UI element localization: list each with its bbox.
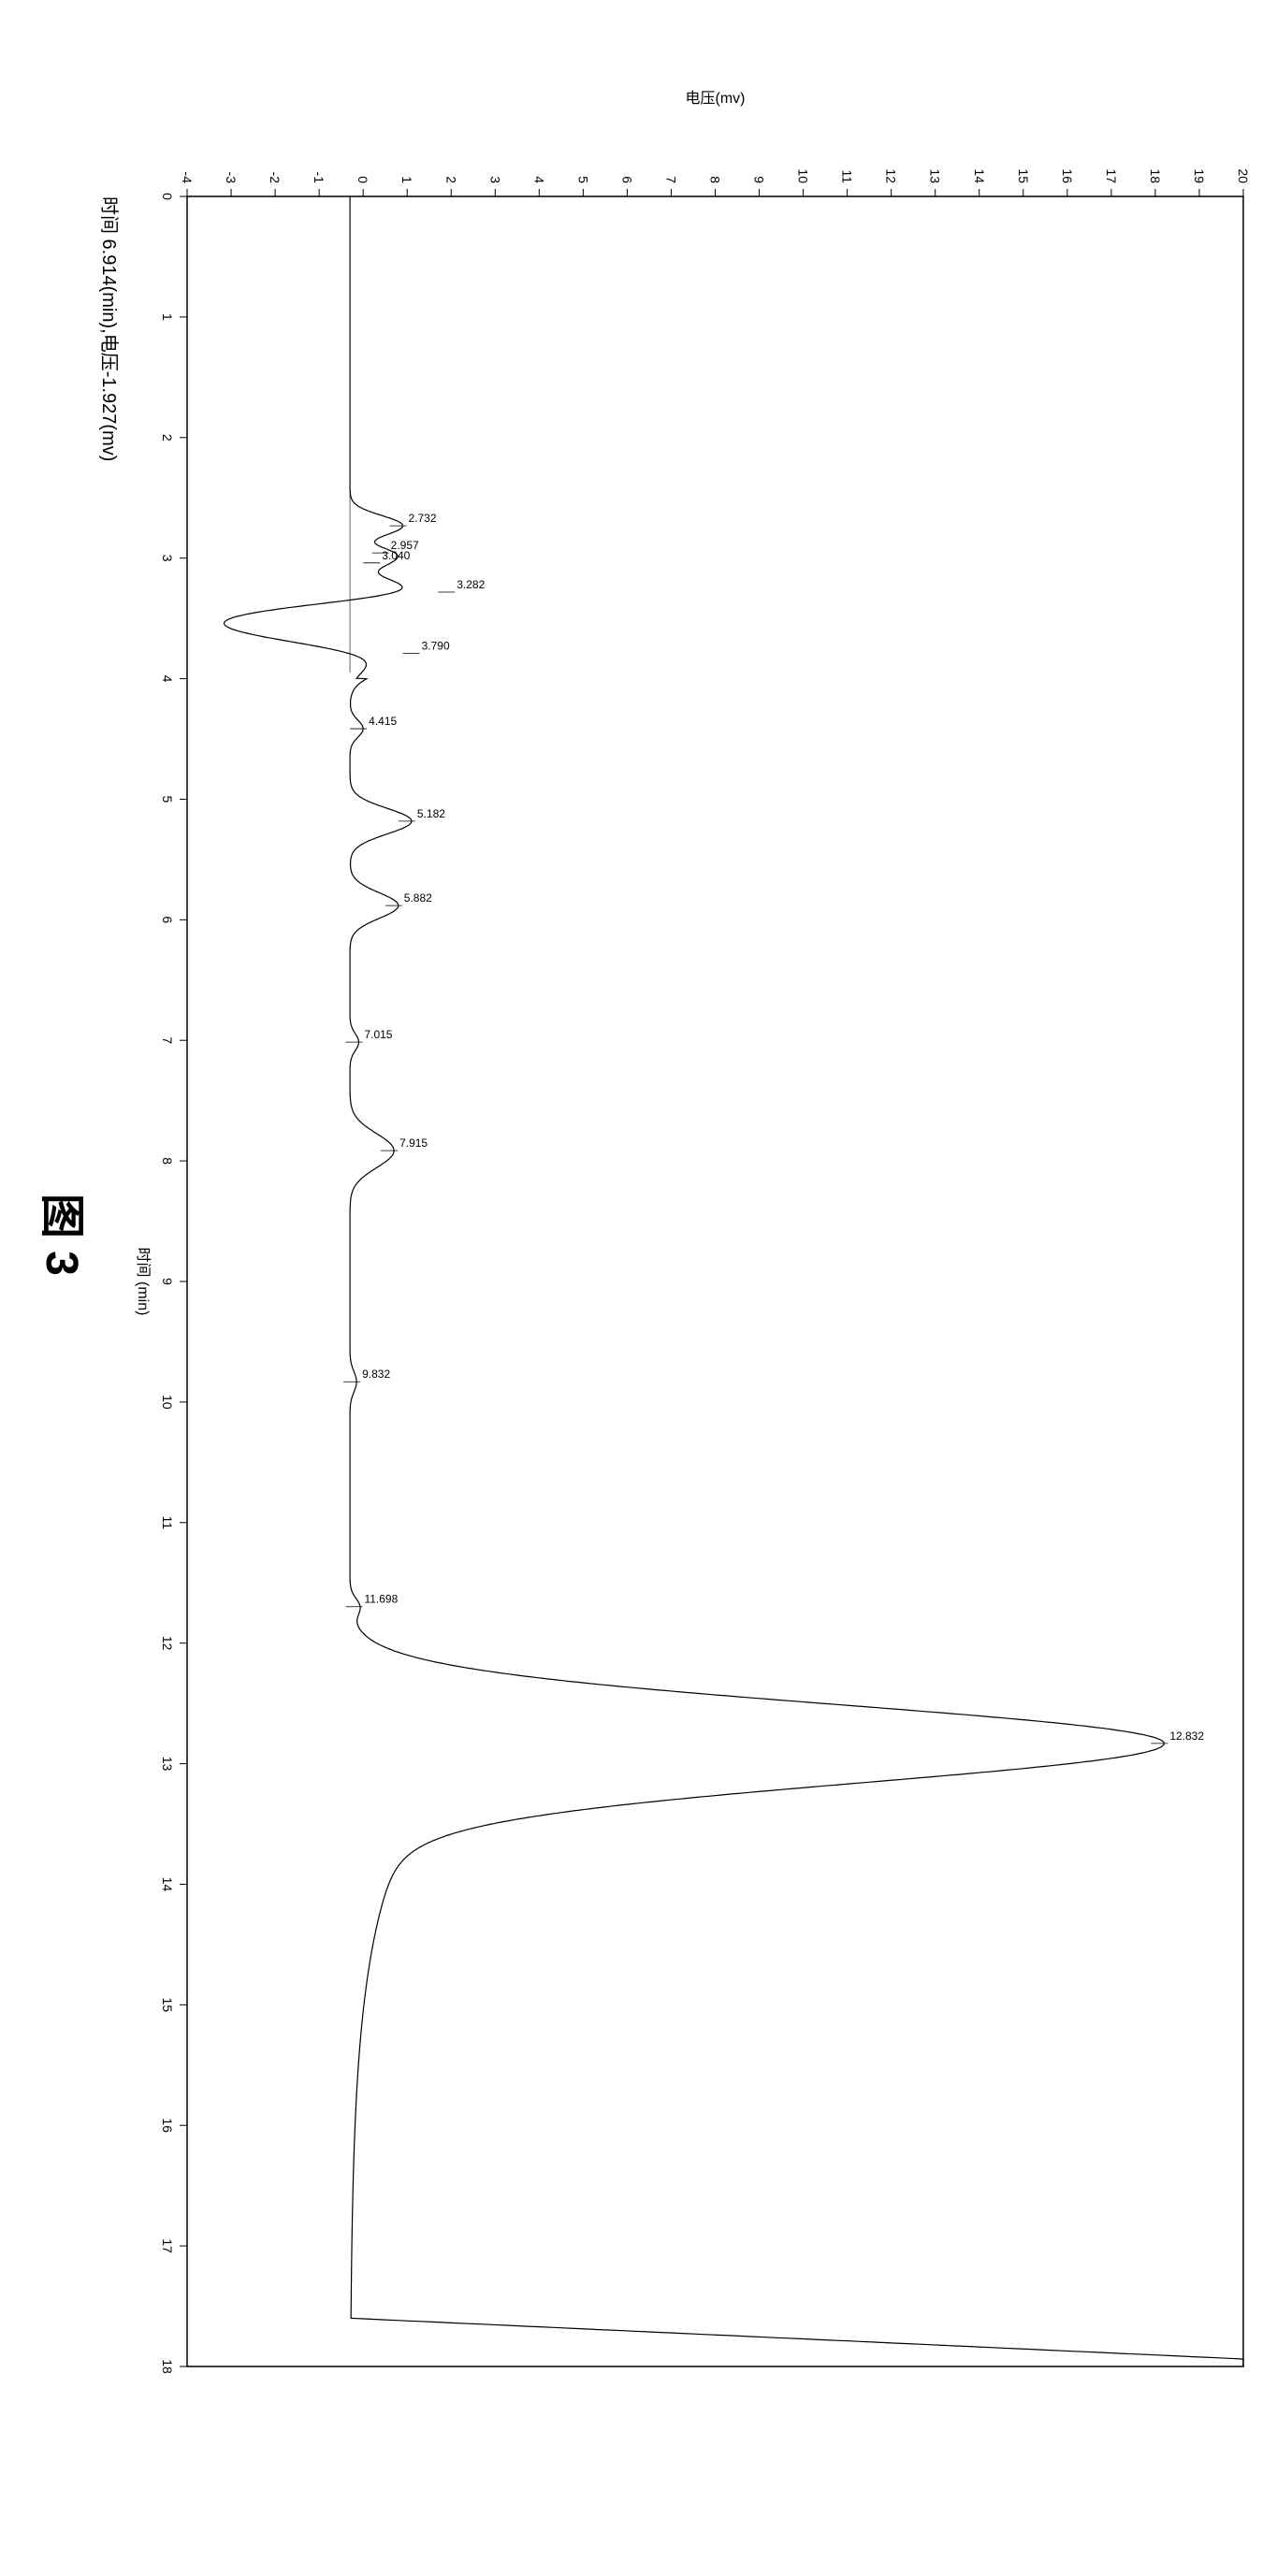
svg-text:20: 20 bbox=[1236, 168, 1251, 183]
svg-text:7: 7 bbox=[663, 176, 678, 183]
svg-text:4.415: 4.415 bbox=[369, 715, 397, 728]
svg-text:19: 19 bbox=[1192, 168, 1207, 183]
svg-text:0: 0 bbox=[355, 176, 370, 183]
chart-inner: -4-3-2-101234567891011121314151617181920… bbox=[19, 65, 1262, 2404]
svg-text:-2: -2 bbox=[268, 172, 283, 184]
svg-text:8: 8 bbox=[160, 1157, 175, 1165]
svg-text:11: 11 bbox=[840, 169, 855, 183]
svg-text:12: 12 bbox=[884, 168, 899, 183]
svg-text:4: 4 bbox=[531, 176, 546, 183]
svg-text:6: 6 bbox=[160, 916, 175, 923]
svg-text:3.790: 3.790 bbox=[422, 639, 450, 652]
svg-text:5.882: 5.882 bbox=[404, 891, 432, 904]
svg-text:-4: -4 bbox=[180, 172, 195, 184]
svg-text:8: 8 bbox=[708, 176, 723, 183]
svg-text:时间 6.914(min),电压-1.927(mv): 时间 6.914(min),电压-1.927(mv) bbox=[98, 196, 120, 461]
svg-text:16: 16 bbox=[160, 2118, 175, 2133]
svg-text:6: 6 bbox=[619, 176, 634, 183]
svg-text:10: 10 bbox=[160, 1395, 175, 1410]
svg-text:-1: -1 bbox=[312, 172, 326, 184]
svg-text:2.732: 2.732 bbox=[409, 512, 437, 525]
svg-text:1: 1 bbox=[399, 176, 414, 183]
rotated-chart-container: -4-3-2-101234567891011121314151617181920… bbox=[0, 65, 1262, 1327]
svg-text:4: 4 bbox=[160, 675, 175, 683]
svg-text:18: 18 bbox=[1148, 168, 1163, 183]
svg-text:5: 5 bbox=[160, 796, 175, 803]
page: -4-3-2-101234567891011121314151617181920… bbox=[19, 19, 1262, 2557]
svg-text:12: 12 bbox=[160, 1636, 175, 1651]
svg-text:3: 3 bbox=[487, 176, 502, 183]
svg-text:15: 15 bbox=[1016, 168, 1031, 183]
svg-text:12.832: 12.832 bbox=[1169, 1729, 1204, 1743]
svg-text:图 3: 图 3 bbox=[36, 1194, 86, 1276]
svg-text:10: 10 bbox=[796, 168, 811, 183]
svg-text:13: 13 bbox=[928, 168, 943, 183]
svg-text:3.282: 3.282 bbox=[457, 578, 485, 591]
svg-text:7.915: 7.915 bbox=[399, 1136, 428, 1150]
svg-text:9.832: 9.832 bbox=[362, 1368, 390, 1381]
svg-text:7.015: 7.015 bbox=[364, 1028, 392, 1041]
svg-text:7: 7 bbox=[160, 1036, 175, 1044]
svg-text:5: 5 bbox=[575, 176, 590, 183]
svg-text:-3: -3 bbox=[224, 172, 239, 184]
svg-text:11.698: 11.698 bbox=[364, 1593, 398, 1606]
svg-text:2: 2 bbox=[443, 176, 458, 183]
svg-text:电压(mv): 电压(mv) bbox=[686, 90, 746, 107]
svg-text:17: 17 bbox=[1104, 168, 1119, 183]
svg-text:16: 16 bbox=[1060, 168, 1075, 183]
svg-text:9: 9 bbox=[752, 176, 767, 183]
svg-text:5.182: 5.182 bbox=[417, 807, 445, 820]
svg-text:18: 18 bbox=[160, 2359, 175, 2374]
svg-text:0: 0 bbox=[160, 193, 175, 200]
svg-text:时间 (min): 时间 (min) bbox=[135, 1248, 152, 1316]
svg-text:14: 14 bbox=[972, 168, 987, 183]
svg-text:1: 1 bbox=[160, 313, 175, 321]
svg-text:9: 9 bbox=[160, 1278, 175, 1285]
svg-text:13: 13 bbox=[160, 1757, 175, 1772]
chromatogram-chart: -4-3-2-101234567891011121314151617181920… bbox=[19, 65, 1262, 2404]
svg-text:15: 15 bbox=[160, 1998, 175, 2013]
svg-text:11: 11 bbox=[160, 1516, 175, 1530]
svg-text:3.040: 3.040 bbox=[382, 549, 410, 562]
svg-text:3: 3 bbox=[160, 555, 175, 562]
svg-text:17: 17 bbox=[160, 2238, 175, 2253]
svg-text:14: 14 bbox=[160, 1877, 175, 1892]
svg-text:2: 2 bbox=[160, 434, 175, 441]
